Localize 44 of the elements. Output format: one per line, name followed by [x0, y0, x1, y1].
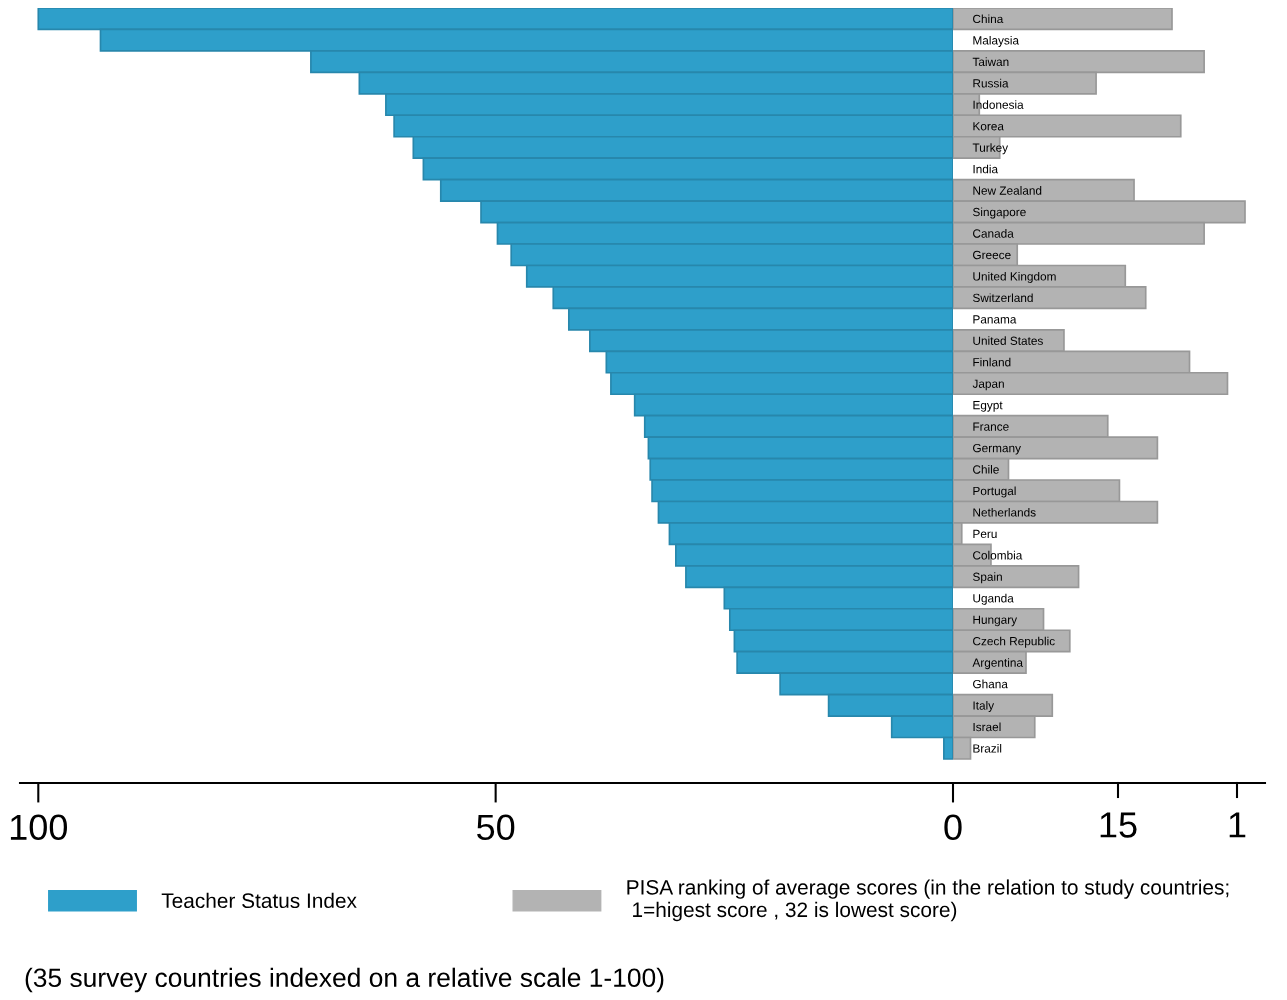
y-tick-label: Canada [973, 229, 1014, 238]
y-tick-label: Uganda [973, 593, 1014, 605]
y-tick-label: Colombia [973, 550, 1023, 560]
y-tick-label: United Kingdom [973, 271, 1056, 283]
y-tick-label: Hungary [973, 615, 1018, 627]
text: 1 [1229, 812, 1246, 838]
y-tick-label: Netherlands [973, 507, 1036, 517]
x-tick-label: 50 [477, 814, 515, 841]
text: 15 [1100, 812, 1137, 838]
y-tick-label: Japan [972, 379, 1004, 391]
y-tick-label: Panama [973, 315, 1017, 324]
legend-label: Teacher Status Index [161, 892, 357, 909]
y-tick-label: Germany [973, 443, 1021, 455]
x-tick-label: 100 [10, 814, 68, 841]
y-tick-label: Singapore [972, 207, 1026, 219]
y-tick-label: Spain [972, 572, 1002, 584]
y-tick-label: Korea [973, 122, 1004, 131]
y-tick-label: Greece [973, 250, 1011, 260]
y-tick-label: United States [973, 336, 1043, 345]
y-tick-label: Switzerland [972, 293, 1033, 303]
y-tick-label: France [973, 422, 1009, 431]
y-tick-label: Russia [973, 78, 1009, 88]
y-tick-label: New Zealand [973, 186, 1042, 195]
y-tick-label: Malaysia [973, 35, 1020, 47]
x-tick-label: 0 [944, 814, 962, 841]
y-tick-label: Turkey [972, 143, 1009, 155]
legend-label: PISA ranking of average scores (in the relation to study countries; 1=higest score , 32 is lowest score) [627, 879, 1229, 922]
y-tick-label: Argentina [972, 658, 1023, 670]
text: (35 survey countries indexed on a relative scale 1-100) [25, 967, 664, 993]
bar [953, 8, 1173, 31]
y-tick-label: Portugal [973, 486, 1016, 498]
y-tick-label: Israel [973, 722, 1001, 732]
y-tick-label: Czech Republic [973, 636, 1055, 648]
y-tick-label: Finland [973, 357, 1011, 367]
y-tick-label: Indonesia [973, 100, 1024, 109]
y-tick-label: Brazil [973, 743, 1002, 753]
y-tick-label: China [973, 14, 1004, 24]
y-tick-label: Peru [973, 529, 997, 539]
y-tick-label: Italy [973, 701, 995, 713]
y-tick-label: India [973, 164, 999, 174]
y-tick-label: Egypt [973, 401, 1003, 412]
y-tick-label: Ghana [973, 679, 1008, 689]
y-tick-label: Chile [973, 465, 999, 474]
y-tick-label: Taiwan [972, 57, 1009, 67]
